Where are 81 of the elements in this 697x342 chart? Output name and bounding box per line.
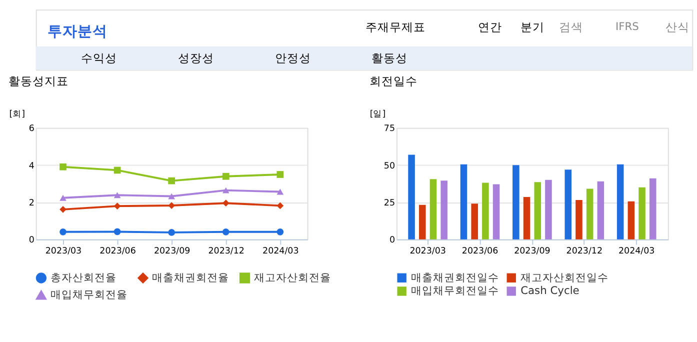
bar — [460, 164, 468, 240]
x-tick-label: 2024/03 — [618, 246, 655, 256]
y-axis-title: [회] — [9, 110, 26, 120]
point — [114, 228, 121, 236]
y-tick-label: 2 — [28, 198, 34, 209]
text: 주재무제표 — [365, 20, 426, 34]
point — [168, 193, 176, 200]
text: 활동성 — [372, 50, 408, 65]
point — [222, 187, 230, 194]
point — [60, 194, 66, 201]
bar — [482, 182, 489, 240]
bar — [492, 184, 500, 240]
bar — [597, 181, 604, 240]
y-tick-label: 0 — [28, 236, 34, 246]
y-axis-title: [일] — [370, 110, 386, 120]
bar — [638, 187, 646, 240]
legend-label: 재고자산회전일수 — [520, 270, 609, 284]
bar — [628, 201, 635, 240]
text: 산식 — [666, 20, 690, 34]
x-tick-label: 2023/09 — [154, 246, 190, 256]
bar — [523, 196, 530, 240]
text: 투자분석 — [48, 24, 108, 40]
x-tick-label: 2023/12 — [566, 246, 603, 256]
bar — [534, 182, 542, 240]
point — [168, 202, 176, 209]
point — [114, 192, 121, 198]
x-tick-label: 2023/12 — [208, 246, 244, 256]
x-tick-label: 2023/06 — [462, 246, 498, 256]
legend-label: 총자산회전율 — [50, 270, 116, 284]
point — [222, 228, 230, 236]
point — [222, 172, 230, 180]
bar — [564, 170, 572, 240]
point — [276, 202, 284, 210]
point — [60, 163, 66, 170]
y-tick-label: 75 — [384, 124, 396, 134]
text: 안정성 — [274, 50, 311, 65]
x-tick-label: 2024/03 — [262, 246, 299, 256]
chart-title: 활동성지표 — [8, 74, 69, 88]
y-tick-label: 6 — [28, 124, 34, 134]
point — [276, 171, 284, 178]
chart-title: 회전일수 — [369, 74, 418, 88]
bar — [616, 164, 624, 240]
text: 검색 — [558, 20, 583, 34]
bar — [471, 204, 478, 240]
x-tick-label: 2023/03 — [45, 246, 82, 256]
legend-label: 매입채무회전율 — [50, 288, 128, 301]
x-tick-label: 2023/09 — [514, 246, 550, 256]
bar — [440, 180, 448, 240]
bar — [512, 165, 520, 240]
bar — [418, 204, 426, 240]
point — [276, 188, 284, 195]
x-tick-label: 2023/03 — [410, 246, 446, 256]
y-tick-label: 50 — [384, 161, 396, 172]
y-tick-label: 0 — [389, 236, 396, 246]
text: 분기 — [520, 20, 545, 34]
point — [60, 228, 66, 236]
legend-label: 매입채무회전일수 — [411, 284, 500, 298]
text: 수익성 — [80, 50, 117, 65]
y-tick-label: 4 — [28, 161, 35, 172]
point — [222, 200, 230, 207]
x-tick-label: 2023/06 — [100, 246, 136, 256]
legend-label: 매출채권회전일수 — [411, 270, 500, 284]
legend-label: Cash Cycle — [520, 284, 580, 298]
legend-label: 매출채권회전율 — [152, 270, 230, 284]
bar — [430, 179, 437, 240]
point — [168, 177, 176, 184]
point — [114, 166, 121, 174]
bar — [586, 188, 594, 240]
y-tick-label: 25 — [384, 198, 396, 209]
point — [114, 202, 121, 210]
bar — [576, 200, 582, 240]
text: 성장성 — [178, 50, 214, 65]
point — [276, 228, 284, 236]
text: IFRS — [615, 20, 640, 33]
text: 연간 — [478, 20, 502, 34]
point — [168, 229, 176, 236]
bar — [545, 180, 552, 240]
bar — [408, 154, 415, 240]
point — [60, 206, 66, 213]
bar — [649, 178, 656, 240]
legend-label: 재고자산회전율 — [254, 270, 331, 284]
